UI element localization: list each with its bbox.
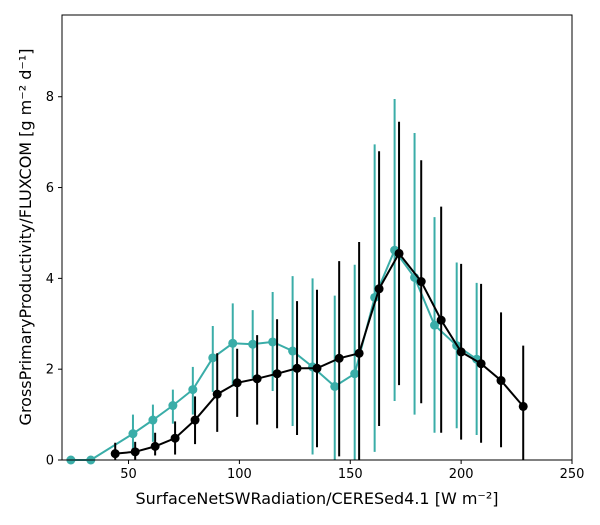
data-point <box>188 385 198 395</box>
data-point <box>416 277 426 287</box>
data-point <box>150 441 160 451</box>
data-point <box>350 369 360 379</box>
data-point <box>334 353 344 363</box>
data-point <box>330 381 340 391</box>
data-point <box>130 447 140 457</box>
data-point <box>170 433 180 443</box>
data-point <box>476 359 486 369</box>
data-point <box>208 353 218 363</box>
y-axis-ticks: 0 2 4 6 8 <box>46 90 62 469</box>
x-axis-ticks: 50 100 150 200 250 <box>120 460 584 482</box>
data-point <box>496 376 506 386</box>
data-point <box>272 369 282 379</box>
data-point <box>312 363 322 373</box>
data-point <box>212 389 222 399</box>
data-point <box>148 415 158 425</box>
data-point <box>394 248 404 258</box>
data-point <box>248 339 258 349</box>
data-point <box>190 415 200 425</box>
y-tick-label: 8 <box>46 90 54 105</box>
data-point <box>228 338 238 348</box>
y-tick-label: 2 <box>46 363 54 378</box>
data-point <box>128 429 138 439</box>
x-tick-label: 200 <box>449 467 474 482</box>
x-tick-label: 150 <box>338 467 363 482</box>
plot-frame <box>61 14 573 461</box>
y-tick-label: 0 <box>46 454 54 469</box>
x-tick-label: 250 <box>560 467 585 482</box>
series-layer <box>66 99 528 465</box>
x-axis-label: SurfaceNetSWRadiation/CERESed4.1 [W m⁻²] <box>135 489 498 508</box>
data-point <box>354 348 364 358</box>
data-point <box>252 374 262 384</box>
y-tick-label: 6 <box>46 181 54 196</box>
data-point <box>518 401 528 411</box>
data-point <box>268 337 278 347</box>
data-point <box>110 449 120 459</box>
data-point <box>232 378 242 388</box>
data-point <box>288 346 298 356</box>
data-point <box>436 315 446 325</box>
data-point <box>456 347 466 357</box>
data-point <box>430 320 440 330</box>
x-tick-label: 50 <box>120 467 137 482</box>
y-tick-label: 4 <box>46 272 54 287</box>
x-tick-label: 100 <box>227 467 252 482</box>
data-point <box>168 401 178 411</box>
data-point <box>374 284 384 294</box>
data-point <box>292 363 302 373</box>
series-2 <box>110 121 528 460</box>
y-axis-label: GrossPrimaryProductivity/FLUXCOM [g m⁻² … <box>16 49 35 426</box>
